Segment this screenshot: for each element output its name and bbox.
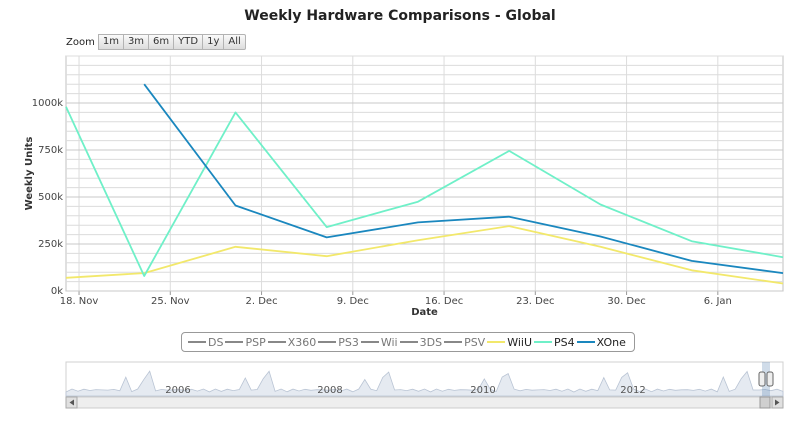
plot-area [65,55,784,292]
x-axis-title: Date [411,307,438,318]
y-tick-label: 1000k [32,98,63,109]
legend-label: PSP [245,335,266,349]
legend-label: PS3 [338,335,359,349]
y-tick-label: 250k [38,239,63,250]
series-line-ps4 [65,106,784,277]
legend-item-ps4[interactable]: PS4 [534,336,577,349]
scroll-right-arrow-icon [775,399,780,406]
legend-label: DS [208,335,224,349]
legend-item-ps3[interactable]: PS3 [318,336,361,349]
legend-label: 3DS [419,335,443,349]
legend-label: Wii [380,335,398,349]
navigator-left-handle[interactable] [758,371,766,387]
legend-swatch [318,341,337,343]
x-tick-label: 9. Dec [337,296,369,307]
legend-item-3ds[interactable]: 3DS [399,335,444,349]
legend-label: XOne [596,335,626,349]
legend-item-psv[interactable]: PSV [444,336,487,349]
x-tick-label: 18. Nov [60,296,99,307]
legend-swatch [487,341,506,343]
y-tick-label: 750k [38,145,63,156]
scrollbar-track[interactable] [65,396,784,409]
y-tick-label: 0k [51,286,63,297]
x-tick-label: 6. Jan [704,296,732,307]
navigator-year-label: 2010 [470,385,495,396]
zoom-ytd-button[interactable]: YTD [173,34,204,50]
zoom-label: Zoom [66,36,95,48]
legend-item-wiiu[interactable]: WiiU [487,336,534,349]
zoom-all-button[interactable]: All [223,34,246,50]
legend-label: PSV [464,335,486,349]
legend-item-xone[interactable]: XOne [576,335,628,349]
scrollbar-thumb[interactable] [759,396,771,409]
legend-swatch [534,341,553,343]
legend-label: WiiU [507,335,533,349]
x-tick-label: 2. Dec [246,296,278,307]
y-axis-title: Weekly Units [24,137,35,211]
legend-swatch [267,341,286,343]
chart-title: Weekly Hardware Comparisons - Global [244,8,556,24]
x-tick-label: 30. Dec [607,296,645,307]
legend-item-ds[interactable]: DS [188,336,225,349]
legend: DS PSP X360 PS3 Wii 3DS PSV WiiU PS4 XOne [181,332,635,352]
legend-swatch [188,341,206,343]
navigator-series [65,370,784,397]
navigator-selection [762,362,770,396]
navigator-right-handle[interactable] [766,371,774,387]
y-tick-label: 500k [38,192,63,203]
legend-swatch [225,341,244,343]
legend-swatch [444,341,463,343]
navigator-year-label: 2008 [317,385,342,396]
legend-swatch [399,341,418,343]
zoom-bar: Zoom 1m 3m 6m YTD 1y All [66,34,246,50]
legend-label: X360 [287,335,317,349]
series-line-xone [143,83,784,274]
legend-item-wii[interactable]: Wii [360,335,400,349]
x-tick-label: 25. Nov [151,296,190,307]
zoom-3m-button[interactable]: 3m [122,34,150,50]
zoom-6m-button[interactable]: 6m [148,34,175,50]
navigator-year-label: 2006 [165,385,190,396]
legend-item-psp[interactable]: PSP [225,336,267,349]
legend-swatch [576,341,595,343]
navigator-year-label: 2012 [620,385,645,396]
legend-item-x360[interactable]: X360 [267,335,319,349]
x-tick-label: 16. Dec [425,296,463,307]
legend-label: PS4 [554,335,575,349]
x-tick-label: 23. Dec [516,296,554,307]
legend-swatch [360,341,379,343]
scroll-left-arrow-icon [69,399,74,406]
series-line-wiiu [65,225,784,285]
